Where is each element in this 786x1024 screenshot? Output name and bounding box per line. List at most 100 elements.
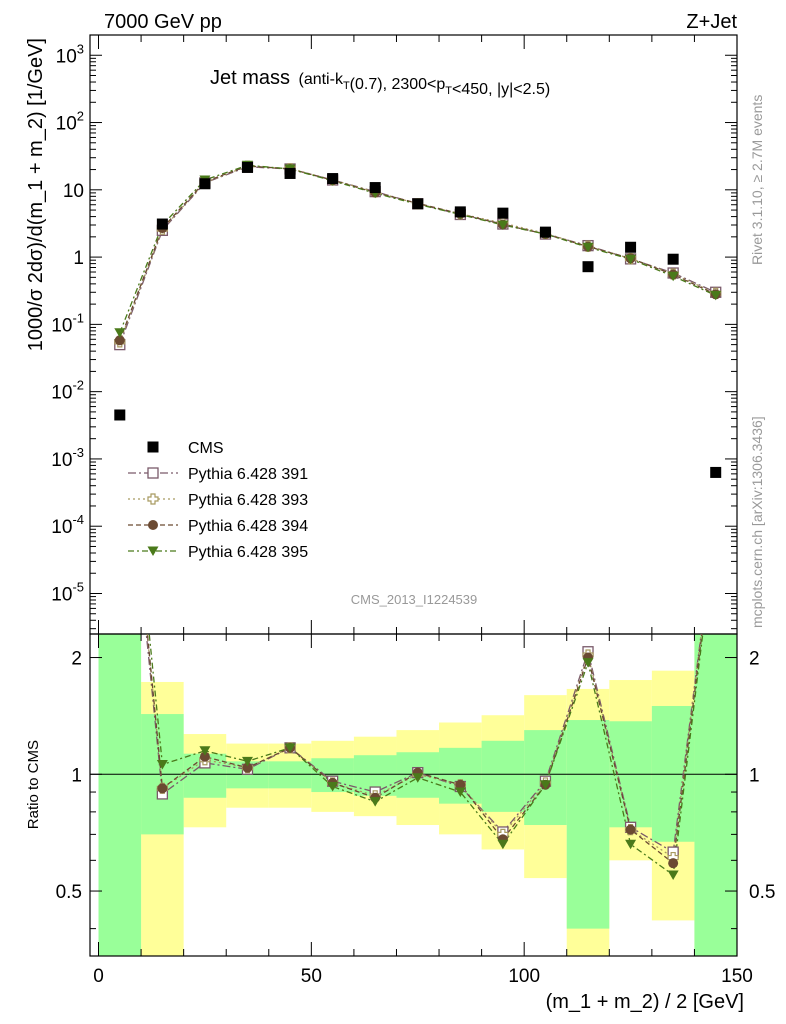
ratio-y-tick-label: 1 — [71, 765, 82, 786]
tick-exp: -2 — [72, 378, 84, 393]
main-data-point — [327, 173, 339, 185]
x-ticks: 0 50 100 150 — [93, 35, 753, 987]
ratio-uncertainty-bands — [98, 634, 737, 956]
ratio-mc-point — [242, 762, 253, 773]
ratio-mc-point — [625, 824, 636, 835]
ratio-plot-frame — [89, 633, 738, 957]
ratio-inner-band-bin — [98, 634, 142, 956]
rivet-label: Rivet 3.1.10, ≥ 2.7M events — [749, 95, 765, 265]
title-subscript: T — [445, 85, 452, 97]
main-series-line — [119, 164, 716, 334]
legend-label: CMS — [188, 440, 224, 457]
ratio-mc-point — [199, 746, 211, 756]
main-markers — [114, 160, 722, 478]
main-data-point — [539, 226, 551, 238]
ratio-mc-point — [539, 780, 551, 790]
ratio-y-axis-title: Ratio to CMS — [25, 740, 42, 829]
ratio-inner-band-bin — [268, 761, 312, 789]
ratio-mc-point — [455, 779, 466, 790]
mcplots-label: mcplots.cern.ch [arXiv:1306.3436] — [749, 416, 765, 628]
tick-base: 10 — [51, 450, 72, 471]
ratio-series-line — [146, 634, 703, 865]
main-data-point — [582, 261, 594, 273]
main-data-point — [454, 206, 466, 218]
ratio-mc-point — [284, 743, 296, 753]
tick-base: 10 — [51, 383, 72, 404]
title-cut-part: (0.7), 2300<p — [350, 76, 446, 93]
tick-base: 10 — [51, 517, 72, 538]
ratio-mc-point — [454, 787, 466, 798]
legend-marker — [147, 441, 159, 453]
x-tick-label: 50 — [301, 966, 322, 987]
plot-title: Jet mass (anti-kT(0.7), 2300<pT<450, |y|… — [210, 67, 550, 98]
main-data-point — [114, 409, 126, 421]
x-tick-label: 0 — [93, 966, 104, 987]
ratio-series-line — [146, 634, 702, 859]
tick-exp: 2 — [77, 109, 84, 124]
ratio-markers — [156, 646, 679, 880]
main-y-axis-title: 1000/σ 2dσ)/d(m_1 + m_2) [1/GeV] — [25, 38, 47, 351]
tick-base: 10 — [56, 46, 77, 67]
title-cut-part: (anti-k — [298, 71, 343, 88]
x-tick-label: 150 — [721, 966, 753, 987]
main-mc-point — [114, 328, 126, 338]
ratio-mc-point — [369, 797, 381, 807]
ratio-mc-point — [156, 759, 168, 770]
ratio-y-tick-label-right: 2 — [749, 649, 760, 670]
main-data-point — [284, 167, 296, 179]
main-y-tick-label: 103 — [56, 41, 84, 67]
ratio-mc-point — [497, 839, 509, 850]
legend: CMS Pythia 6.428 391 Pythia 6.428 393 Pythi… — [128, 440, 308, 561]
tick-base: 10 — [51, 315, 72, 336]
ratio-inner-band-bin — [481, 740, 525, 812]
main-mc-point — [497, 220, 509, 230]
title-cut: (anti-kT(0.7), 2300<pT<450, |y|<2.5) — [298, 71, 550, 98]
analysis-id: CMS_2013_I1224539 — [351, 592, 478, 607]
ratio-mc-point — [199, 751, 210, 762]
main-data-point — [199, 178, 211, 190]
legend-marker — [147, 493, 159, 505]
main-y-tick-label: 10-1 — [51, 310, 84, 336]
x-axis-title: (m_1 + m_2) / 2 [GeV] — [546, 991, 744, 1013]
main-y-tick-label: 10-2 — [51, 378, 84, 404]
tick-base: 10 — [56, 114, 77, 135]
ratio-y-tick-label-right: 0.5 — [749, 882, 775, 903]
main-mc-point — [710, 290, 722, 301]
tick-exp: -1 — [72, 310, 84, 325]
title-main: Jet mass — [210, 67, 290, 89]
ratio-y-tick-label-right: 1 — [749, 765, 760, 786]
main-mc-point — [625, 254, 637, 265]
legend-label: Pythia 6.428 395 — [188, 544, 308, 561]
main-data-point — [667, 253, 679, 265]
title-cut-part: <450, |y|<2.5) — [452, 81, 550, 98]
main-data-point — [497, 207, 509, 219]
ratio-mc-point — [157, 783, 168, 794]
ratio-y-tick-label: 0.5 — [56, 882, 82, 903]
legend-label: Pythia 6.428 394 — [188, 518, 308, 535]
ratio-mc-point — [412, 773, 424, 783]
main-y-tick-label: 10-5 — [51, 579, 84, 605]
main-y-tick-label: 10-4 — [51, 512, 84, 538]
main-data-point — [412, 198, 424, 210]
ratio-mc-point — [625, 839, 637, 850]
ratio-y-tick-label: 2 — [71, 649, 82, 670]
main-y-tick-label: 10 — [63, 181, 84, 202]
tick-exp: 3 — [77, 41, 84, 56]
main-data-point — [156, 218, 168, 230]
legend-label: Pythia 6.428 393 — [188, 492, 308, 509]
main-data-point — [241, 161, 253, 173]
ratio-inner-band-bin — [694, 634, 737, 956]
legend-label: Pythia 6.428 391 — [188, 466, 308, 483]
main-data-point — [625, 241, 637, 253]
title-subscript: T — [343, 80, 350, 92]
main-data-point — [369, 182, 381, 194]
x-tick-label: 100 — [508, 966, 540, 987]
main-series-line — [119, 165, 716, 341]
process-label: Z+Jet — [686, 11, 737, 33]
legend-marker — [148, 520, 158, 530]
tick-exp: -5 — [72, 579, 84, 594]
tick-exp: -3 — [72, 445, 84, 460]
main-y-tick-label: 10-3 — [51, 445, 84, 471]
